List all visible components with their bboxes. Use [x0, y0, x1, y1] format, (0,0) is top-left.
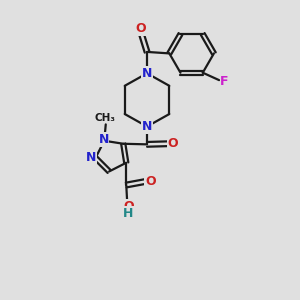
Text: N: N — [98, 133, 109, 146]
Text: CH₃: CH₃ — [95, 113, 116, 123]
Text: O: O — [145, 175, 156, 188]
Text: N: N — [142, 67, 152, 80]
Text: O: O — [167, 137, 178, 150]
Text: N: N — [86, 151, 97, 164]
Text: H: H — [123, 207, 134, 220]
Text: O: O — [123, 200, 134, 213]
Text: N: N — [142, 120, 152, 133]
Text: O: O — [135, 22, 146, 35]
Text: F: F — [220, 74, 229, 88]
